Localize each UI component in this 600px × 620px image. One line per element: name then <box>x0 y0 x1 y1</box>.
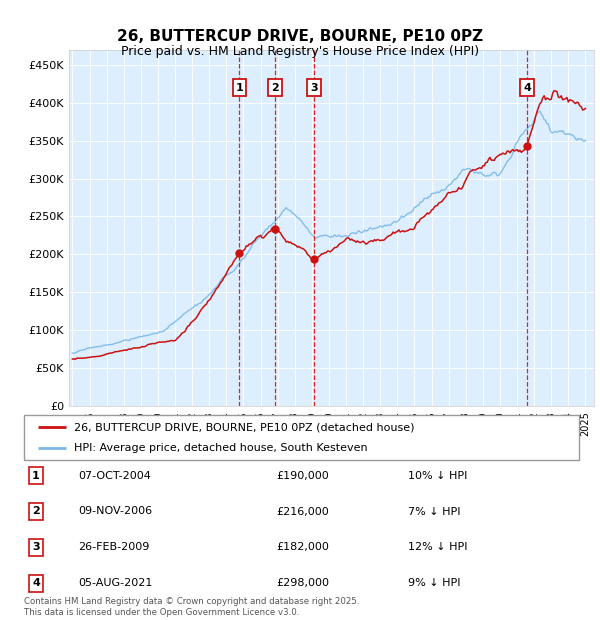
Text: 3: 3 <box>311 82 318 92</box>
Text: 4: 4 <box>32 578 40 588</box>
Text: 2: 2 <box>271 82 279 92</box>
Text: 26, BUTTERCUP DRIVE, BOURNE, PE10 0PZ: 26, BUTTERCUP DRIVE, BOURNE, PE10 0PZ <box>117 29 483 44</box>
Text: £298,000: £298,000 <box>276 578 329 588</box>
Text: 2: 2 <box>32 507 40 516</box>
Text: 07-OCT-2004: 07-OCT-2004 <box>78 471 151 480</box>
Text: 12% ↓ HPI: 12% ↓ HPI <box>408 542 467 552</box>
Text: 05-AUG-2021: 05-AUG-2021 <box>78 578 152 588</box>
Text: 4: 4 <box>523 82 531 92</box>
Text: £182,000: £182,000 <box>276 542 329 552</box>
Text: 3: 3 <box>32 542 40 552</box>
Text: 26, BUTTERCUP DRIVE, BOURNE, PE10 0PZ (detached house): 26, BUTTERCUP DRIVE, BOURNE, PE10 0PZ (d… <box>74 422 415 433</box>
Text: 09-NOV-2006: 09-NOV-2006 <box>78 507 152 516</box>
Text: HPI: Average price, detached house, South Kesteven: HPI: Average price, detached house, Sout… <box>74 443 368 453</box>
Text: 9% ↓ HPI: 9% ↓ HPI <box>408 578 461 588</box>
Text: 10% ↓ HPI: 10% ↓ HPI <box>408 471 467 480</box>
Text: Contains HM Land Registry data © Crown copyright and database right 2025.
This d: Contains HM Land Registry data © Crown c… <box>24 598 359 617</box>
Text: £216,000: £216,000 <box>276 507 329 516</box>
Text: £190,000: £190,000 <box>276 471 329 480</box>
Text: 7% ↓ HPI: 7% ↓ HPI <box>408 507 461 516</box>
Text: 1: 1 <box>236 82 244 92</box>
Text: Price paid vs. HM Land Registry's House Price Index (HPI): Price paid vs. HM Land Registry's House … <box>121 45 479 58</box>
Text: 26-FEB-2009: 26-FEB-2009 <box>78 542 149 552</box>
Text: 1: 1 <box>32 471 40 480</box>
